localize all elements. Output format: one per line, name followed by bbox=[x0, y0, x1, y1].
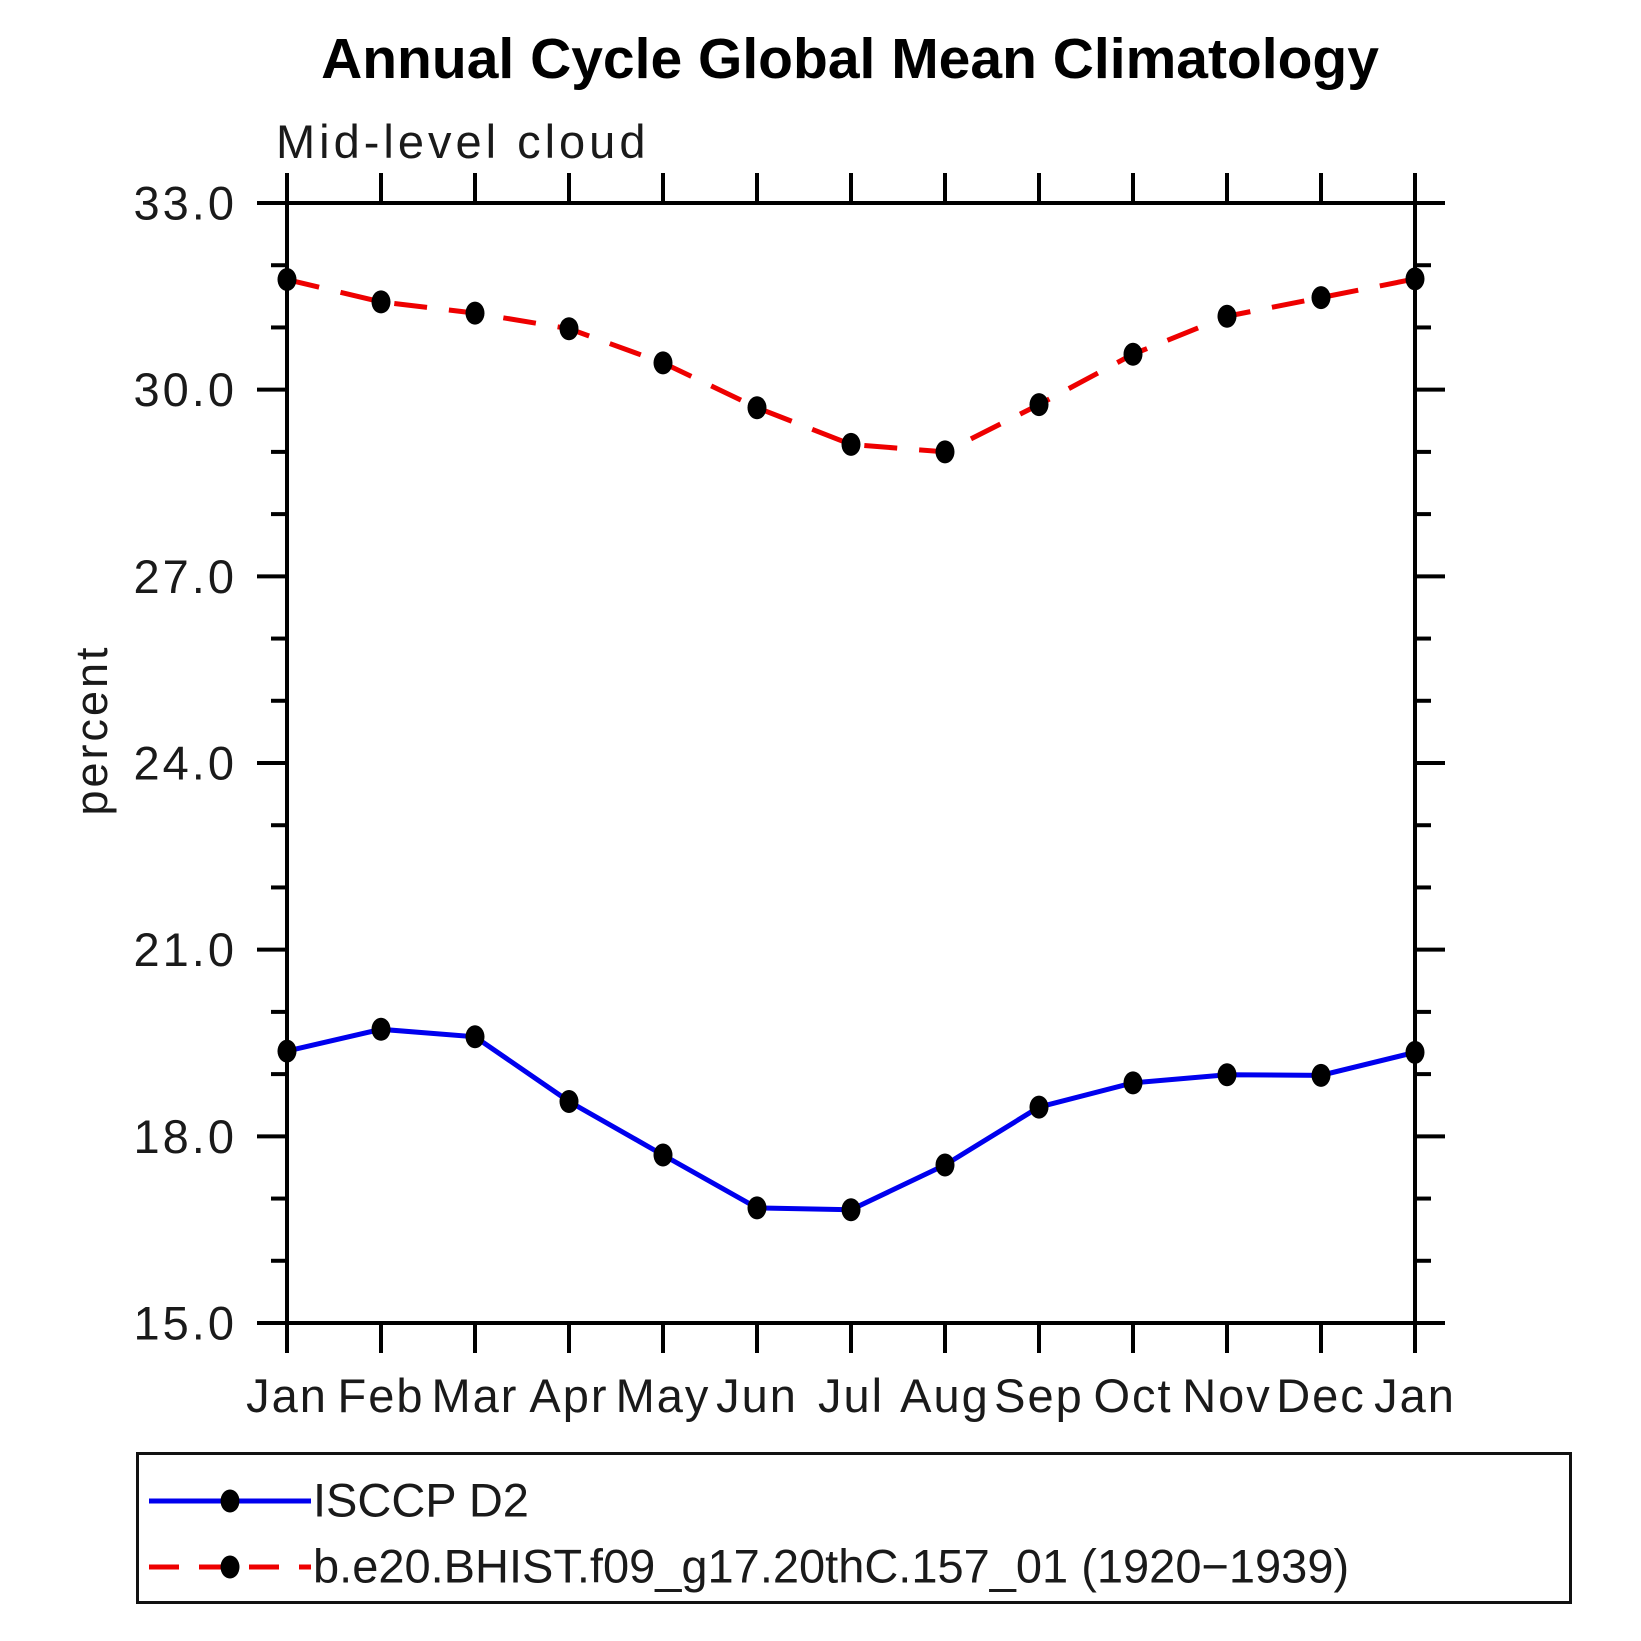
series-line-1 bbox=[286, 276, 1416, 455]
series-marker-1 bbox=[1123, 342, 1143, 366]
y-tick-label: 30.0 bbox=[134, 363, 237, 416]
x-tick-label: Nov bbox=[1182, 1369, 1272, 1422]
series-marker-1 bbox=[465, 301, 485, 325]
x-tick-label: Jun bbox=[716, 1369, 798, 1422]
series-marker-0 bbox=[1029, 1095, 1049, 1119]
series-marker-1 bbox=[653, 351, 673, 375]
series-marker-1 bbox=[371, 290, 391, 314]
x-tick-label: Jan bbox=[246, 1369, 328, 1422]
legend-line-sample-isccp bbox=[149, 1489, 311, 1513]
series-marker-0 bbox=[935, 1153, 955, 1177]
y-tick-label: 21.0 bbox=[134, 923, 237, 976]
series-marker-0 bbox=[1123, 1071, 1143, 1095]
series-marker-0 bbox=[1311, 1063, 1331, 1087]
legend-label-model: b.e20.BHIST.f09_g17.20thC.157_01 (1920−1… bbox=[313, 1539, 1350, 1593]
y-tick-label: 15.0 bbox=[134, 1296, 237, 1349]
series-marker-0 bbox=[371, 1017, 391, 1041]
series-marker-1 bbox=[559, 317, 579, 341]
series-line-0 bbox=[286, 1026, 1416, 1213]
x-tick-label: May bbox=[616, 1369, 711, 1422]
legend: ISCCP D2 b.e20.BHIST.f09_g17.20thC.157_0… bbox=[136, 1452, 1572, 1604]
legend-label-isccp: ISCCP D2 bbox=[313, 1473, 529, 1527]
y-tick-label: 18.0 bbox=[134, 1110, 237, 1163]
series-marker-0 bbox=[559, 1089, 579, 1113]
x-tick-label: Aug bbox=[900, 1369, 990, 1422]
series-marker-1 bbox=[1029, 393, 1049, 417]
x-tick-label: Sep bbox=[994, 1369, 1084, 1422]
series-marker-1 bbox=[1311, 286, 1331, 310]
series-marker-0 bbox=[277, 1039, 297, 1063]
x-tick-label: Jul bbox=[818, 1369, 884, 1422]
legend-line-sample-model bbox=[149, 1555, 311, 1579]
series-marker-1 bbox=[277, 268, 297, 292]
x-tick-label: Mar bbox=[432, 1369, 519, 1422]
x-tick-label: Feb bbox=[338, 1369, 425, 1422]
series-marker-1 bbox=[1405, 267, 1425, 291]
y-tick-label: 27.0 bbox=[134, 550, 237, 603]
chart-title: Annual Cycle Global Mean Climatology bbox=[321, 27, 1379, 91]
series-marker-0 bbox=[1405, 1040, 1425, 1064]
series-marker-1 bbox=[1217, 304, 1237, 328]
x-tick-label: Jan bbox=[1374, 1369, 1456, 1422]
legend-sample-marker bbox=[220, 1489, 240, 1513]
chart-subtitle: Mid-level cloud bbox=[276, 115, 650, 168]
series-marker-1 bbox=[841, 432, 861, 456]
series-marker-0 bbox=[841, 1198, 861, 1222]
series-marker-0 bbox=[653, 1143, 673, 1167]
series-marker-0 bbox=[1217, 1063, 1237, 1087]
y-tick-label: 24.0 bbox=[134, 736, 237, 789]
x-tick-label: Dec bbox=[1276, 1369, 1366, 1422]
x-tick-label: Apr bbox=[529, 1369, 608, 1422]
series-marker-1 bbox=[935, 440, 955, 464]
series-marker-0 bbox=[747, 1196, 767, 1220]
y-tick-label: 33.0 bbox=[134, 176, 237, 229]
x-tick-label: Oct bbox=[1093, 1369, 1172, 1422]
series-marker-1 bbox=[747, 396, 767, 420]
series-marker-0 bbox=[465, 1025, 485, 1049]
legend-sample-marker bbox=[220, 1555, 240, 1579]
plot-frame bbox=[285, 201, 1417, 1325]
